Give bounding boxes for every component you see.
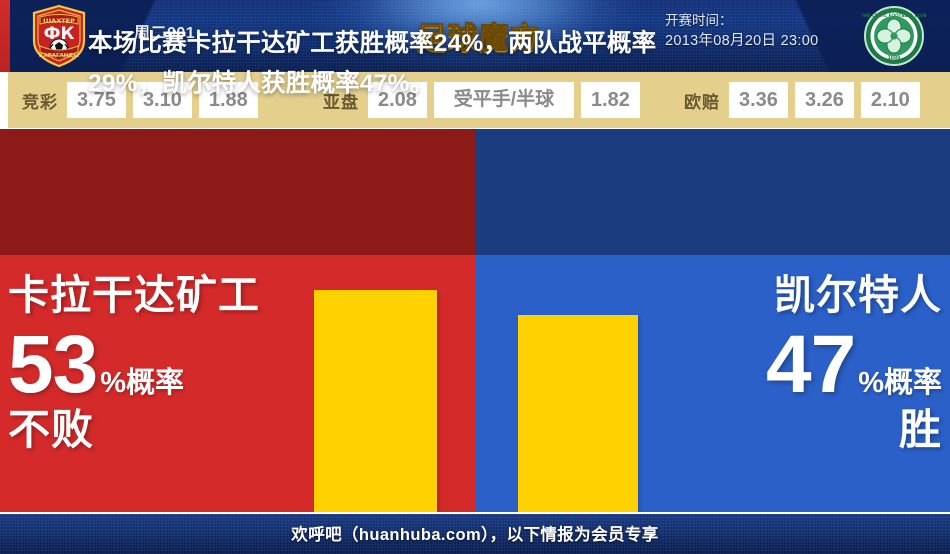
odds-yapan-handicap[interactable]: 受平手/半球 (433, 82, 574, 118)
away-percent-suffix: %概率 (858, 367, 942, 399)
odds-group-oupei: 欧赔 3.36 3.26 2.10 (684, 82, 920, 118)
away-percent-row: 47 %概率 (642, 323, 942, 407)
odds-yapan-home[interactable]: 2.08 (368, 82, 427, 118)
odds-bar: 竞彩 3.75 3.10 1.88 亚盘 2.08 受平手/半球 1.82 欧赔… (0, 72, 950, 128)
kickoff-label: 开赛时间： (665, 13, 733, 28)
away-team-name: 凯尔特人 (774, 272, 942, 318)
odds-jingcai-draw[interactable]: 3.10 (132, 82, 192, 118)
odds-label-jingcai: 竞彩 (22, 92, 58, 112)
away-stat-block: 凯尔特人 47 %概率 胜 (642, 269, 942, 455)
odds-oupei-away[interactable]: 2.10 (860, 82, 920, 118)
probability-chart: 卡拉干达矿工 53 %概率 不败 凯尔特人 47 %概率 胜 (0, 255, 950, 512)
banner-half-blue (475, 129, 950, 255)
away-outcome-label: 胜 (898, 406, 942, 453)
odds-group-yapan: 亚盘 2.08 受平手/半球 1.82 (323, 82, 640, 118)
svg-text:1888: 1888 (888, 55, 901, 61)
kickoff-time: 2013年08月20日 23:00 (665, 33, 819, 49)
odds-oupei-draw[interactable]: 3.26 (794, 82, 854, 118)
odds-jingcai-away[interactable]: 1.88 (198, 82, 258, 118)
home-outcome-label: 不败 (8, 406, 95, 453)
odds-label-oupei: 欧赔 (684, 92, 720, 112)
banner-half-red (0, 129, 475, 255)
home-stat-block: 卡拉干达矿工 53 %概率 不败 (8, 269, 308, 455)
footer-divider (0, 512, 950, 514)
svg-text:ФК: ФК (44, 24, 75, 44)
match-number: 周二001 (134, 25, 196, 42)
home-percent-suffix: %概率 (100, 367, 185, 399)
kickoff-info: 开赛时间： 2013年08月20日 23:00 (665, 11, 818, 51)
banner-line-2: 29%，凯尔特人获胜概率47%。 (88, 70, 435, 97)
odds-yapan-away[interactable]: 1.82 (580, 82, 640, 118)
footer-bar: 欢呼吧（huanhuba.com），以下情报为会员专享 (0, 512, 950, 554)
odds-jingcai-home[interactable]: 3.75 (67, 82, 126, 118)
odds-label-yapan: 亚盘 (323, 92, 359, 112)
home-team-name: 卡拉干达矿工 (8, 272, 260, 318)
svg-text:ШАХТЕР: ШАХТЕР (43, 17, 75, 25)
banner-line-1: 本场比赛卡拉干达矿工获胜概率24%，两队战平概率 (88, 30, 657, 57)
site-logo[interactable]: 足球魔方 (416, 21, 541, 57)
odds-oupei-home[interactable]: 3.36 (729, 82, 788, 118)
away-team-badge-icon: THE CELTIC FOOTBALL CLUB 1888 (861, 4, 927, 68)
bar-away-probability (518, 315, 638, 512)
footer-promo-text[interactable]: 欢呼吧（huanhuba.com），以下情报为会员专享 (291, 526, 659, 544)
svg-text:КАРАГАНДЫ: КАРАГАНДЫ (39, 53, 79, 59)
banner-text: 本场比赛卡拉干达矿工获胜概率24%，两队战平概率 29%，凯尔特人获胜概率47%… (88, 24, 888, 104)
home-percent-row: 53 %概率 (8, 323, 308, 407)
probability-summary-banner (0, 129, 950, 255)
odds-group-jingcai: 竞彩 3.75 3.10 1.88 (22, 82, 258, 118)
away-percent-value: 47 (765, 319, 856, 410)
home-team-badge-icon: ШАХТЕР ФК КАРАГАНДЫ (26, 3, 92, 69)
home-percent-value: 53 (8, 319, 98, 410)
header-accent-stripe (0, 0, 10, 72)
svg-text:THE CELTIC FOOTBALL CLUB: THE CELTIC FOOTBALL CLUB (862, 13, 926, 18)
bar-home-probability (314, 290, 437, 512)
